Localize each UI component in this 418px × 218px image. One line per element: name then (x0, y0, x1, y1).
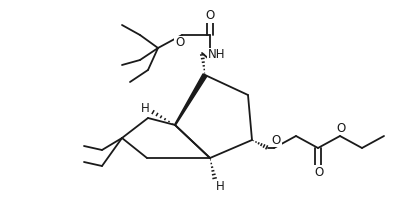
Text: O: O (271, 133, 280, 146)
Polygon shape (175, 74, 207, 125)
Text: O: O (176, 36, 185, 49)
Text: O: O (205, 10, 214, 22)
Text: O: O (314, 165, 324, 179)
Text: O: O (336, 121, 346, 135)
Text: H: H (140, 102, 149, 116)
Text: H: H (216, 179, 224, 192)
Text: NH: NH (208, 48, 226, 61)
